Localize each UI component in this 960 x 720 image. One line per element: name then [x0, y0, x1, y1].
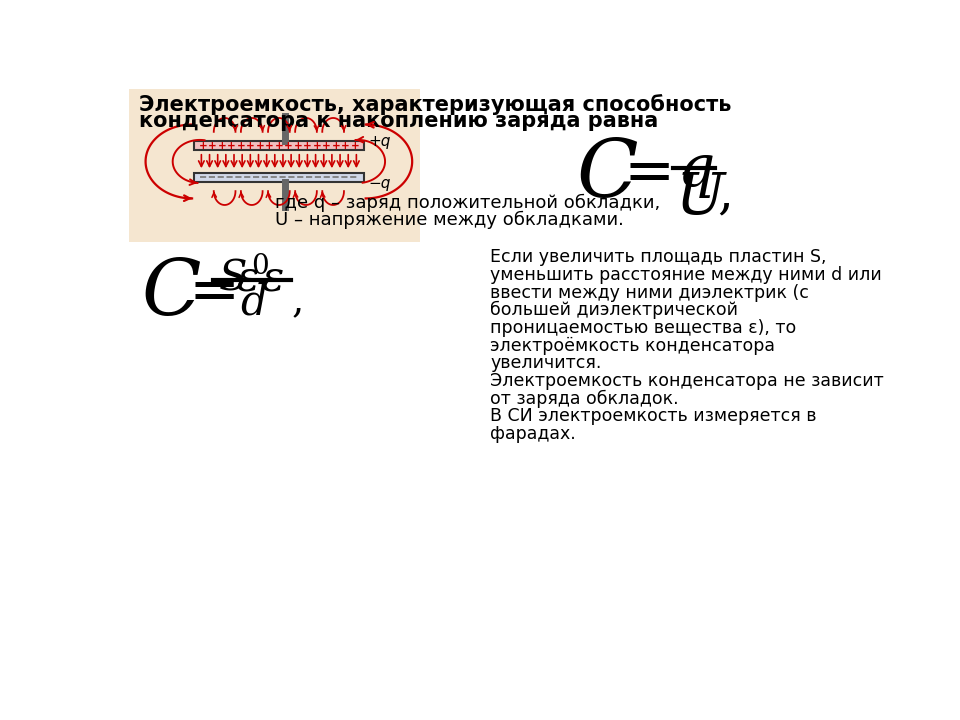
Text: +: +	[218, 141, 227, 151]
Text: +: +	[341, 141, 349, 151]
Text: проницаемостью вещества ε), то: проницаемостью вещества ε), то	[491, 319, 797, 337]
Text: +: +	[275, 141, 283, 151]
Text: увеличится.: увеличится.	[491, 354, 602, 372]
Text: =: =	[188, 264, 239, 323]
Text: +: +	[265, 141, 274, 151]
Text: +: +	[255, 141, 264, 151]
Bar	[194, 173, 364, 182]
Text: U: U	[676, 169, 725, 226]
Text: −q: −q	[369, 176, 391, 191]
Text: +: +	[331, 141, 340, 151]
Bar	[194, 141, 364, 150]
Text: фарадах.: фарадах.	[491, 426, 576, 444]
Text: от заряда обкладок.: от заряда обкладок.	[491, 390, 679, 408]
Bar	[130, 89, 420, 242]
Text: S: S	[219, 257, 248, 300]
Text: +: +	[199, 141, 207, 151]
Text: U – напряжение между обкладками.: U – напряжение между обкладками.	[275, 211, 624, 230]
Text: ,: ,	[717, 169, 732, 219]
Text: =: =	[624, 144, 675, 204]
Text: ,: ,	[292, 282, 304, 319]
Text: 0: 0	[251, 253, 269, 279]
Text: В СИ электроемкость измеряется в: В СИ электроемкость измеряется в	[491, 408, 817, 426]
Text: +: +	[246, 141, 254, 151]
Text: C: C	[577, 137, 638, 214]
Text: уменьшить расстояние между ними d или: уменьшить расстояние между ними d или	[491, 266, 882, 284]
Text: C: C	[142, 256, 202, 332]
Text: большей диэлектрической: большей диэлектрической	[491, 301, 738, 320]
Text: +: +	[350, 141, 359, 151]
Text: +: +	[236, 141, 245, 151]
Text: Если увеличить площадь пластин S,: Если увеличить площадь пластин S,	[491, 248, 827, 266]
Text: q: q	[678, 142, 715, 198]
Text: +: +	[208, 141, 217, 151]
Text: +: +	[312, 141, 322, 151]
Text: +: +	[303, 141, 312, 151]
Text: где q – заряд положительной обкладки,: где q – заряд положительной обкладки,	[275, 194, 660, 212]
Text: +q: +q	[369, 134, 391, 148]
Text: Электроемкость конденсатора не зависит: Электроемкость конденсатора не зависит	[491, 372, 884, 390]
Text: электроёмкость конденсатора: электроёмкость конденсатора	[491, 337, 776, 355]
Text: d: d	[240, 282, 267, 324]
Text: Электроемкость, характеризующая способность: Электроемкость, характеризующая способно…	[139, 94, 732, 115]
Text: ε: ε	[262, 257, 284, 300]
Text: +: +	[284, 141, 293, 151]
Text: ε: ε	[236, 257, 258, 300]
Text: конденсатора к накоплению заряда равна: конденсатора к накоплению заряда равна	[139, 111, 659, 131]
Text: ввести между ними диэлектрик (с: ввести между ними диэлектрик (с	[491, 284, 809, 302]
Text: +: +	[227, 141, 236, 151]
Text: +: +	[322, 141, 330, 151]
Text: +: +	[294, 141, 302, 151]
